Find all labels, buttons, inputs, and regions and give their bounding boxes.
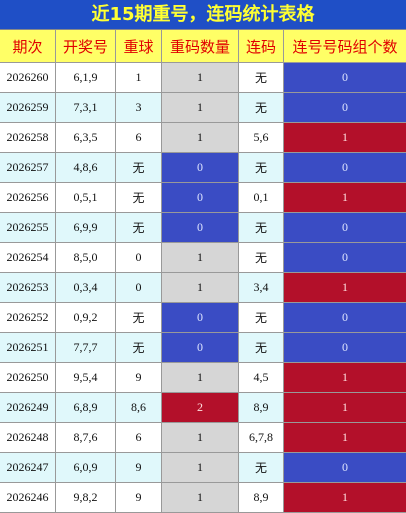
table-cell: 9,5,4: [56, 363, 116, 393]
table-cell: 1: [284, 393, 406, 423]
table-cell: 2026253: [0, 273, 56, 303]
table-cell: 2026256: [0, 183, 56, 213]
table-cell: 0: [116, 243, 162, 273]
table-cell: 开奖号: [56, 30, 116, 63]
table-cell: 6,0,9: [56, 453, 116, 483]
table-cell: 0: [284, 93, 406, 123]
table-cell: 1: [116, 63, 162, 93]
table-cell: 无: [239, 243, 284, 273]
table-cell: 4,8,6: [56, 153, 116, 183]
table-cell: 1: [284, 273, 406, 303]
table-cell: 0: [162, 303, 239, 333]
table-cell: 1: [284, 183, 406, 213]
table-cell: 1: [162, 423, 239, 453]
table-cell: 3,4: [239, 273, 284, 303]
table-cell: 2026250: [0, 363, 56, 393]
table-cell: 1: [162, 363, 239, 393]
table-cell: 1: [162, 453, 239, 483]
table-cell: 2026259: [0, 93, 56, 123]
table-cell: 2026257: [0, 153, 56, 183]
table-cell: 2: [162, 393, 239, 423]
table-cell: 6,1,9: [56, 63, 116, 93]
table-cell: 2026260: [0, 63, 56, 93]
table-cell: 0: [284, 333, 406, 363]
table-cell: 无: [116, 213, 162, 243]
table-cell: 无: [116, 333, 162, 363]
table-cell: 0: [162, 213, 239, 243]
table-cell: 0: [284, 153, 406, 183]
table-cell: 2026254: [0, 243, 56, 273]
table-cell: 1: [162, 123, 239, 153]
table-cell: 0: [162, 153, 239, 183]
table-cell: 1: [284, 363, 406, 393]
table-cell: 2026248: [0, 423, 56, 453]
table-cell: 1: [162, 93, 239, 123]
table-cell: 6,8,9: [56, 393, 116, 423]
table-cell: 2026246: [0, 483, 56, 513]
table-cell: 0: [284, 453, 406, 483]
table-cell: 无: [239, 303, 284, 333]
table-cell: 6,3,5: [56, 123, 116, 153]
table-cell: 0: [284, 63, 406, 93]
table-cell: 无: [116, 183, 162, 213]
table-cell: 无: [239, 333, 284, 363]
table-cell: 0,9,2: [56, 303, 116, 333]
table-cell: 连号号码组个数: [284, 30, 406, 63]
table-cell: 9: [116, 483, 162, 513]
table-cell: 重码数量: [162, 30, 239, 63]
table-cell: 4,5: [239, 363, 284, 393]
table-cell: 重球: [116, 30, 162, 63]
table-cell: 1: [162, 483, 239, 513]
table-cell: 0: [116, 273, 162, 303]
table-cell: 3: [116, 93, 162, 123]
table-cell: 无: [239, 63, 284, 93]
table-cell: 5,6: [239, 123, 284, 153]
table-cell: 6,7,8: [239, 423, 284, 453]
table-cell: 0,5,1: [56, 183, 116, 213]
table-cell: 7,3,1: [56, 93, 116, 123]
table-cell: 1: [162, 273, 239, 303]
table-cell: 8,7,6: [56, 423, 116, 453]
table-cell: 1: [284, 123, 406, 153]
table-cell: 无: [239, 153, 284, 183]
table-cell: 6: [116, 423, 162, 453]
table-cell: 0,3,4: [56, 273, 116, 303]
table-cell: 8,5,0: [56, 243, 116, 273]
table-cell: 无: [239, 213, 284, 243]
table-cell: 1: [162, 63, 239, 93]
table-cell: 连码: [239, 30, 284, 63]
table-cell: 无: [116, 153, 162, 183]
table-cell: 无: [239, 93, 284, 123]
table-cell: 2026258: [0, 123, 56, 153]
table-cell: 2026247: [0, 453, 56, 483]
table: 期次 开奖号 重球 重码数量 连码 连号号码组个数 2026260 6,1,9 1 1 无 0 2026…: [0, 30, 406, 513]
table-cell: 无: [239, 453, 284, 483]
table-cell: 8,9: [239, 393, 284, 423]
table-cell: 9,8,2: [56, 483, 116, 513]
table-cell: 0: [284, 303, 406, 333]
table-cell: 8,6: [116, 393, 162, 423]
table-cell: 无: [116, 303, 162, 333]
table-cell: 0: [284, 243, 406, 273]
table-cell: 1: [284, 423, 406, 453]
table-cell: 1: [284, 483, 406, 513]
table-cell: 2026255: [0, 213, 56, 243]
table-cell: 1: [162, 243, 239, 273]
table-cell: 0: [284, 213, 406, 243]
table-cell: 0,1: [239, 183, 284, 213]
table-cell: 7,7,7: [56, 333, 116, 363]
table-cell: 9: [116, 363, 162, 393]
title: 近15期重号，连码统计表格: [0, 0, 406, 30]
table-cell: 6,9,9: [56, 213, 116, 243]
table-cell: 0: [162, 333, 239, 363]
table-cell: 0: [162, 183, 239, 213]
table-cell: 2026251: [0, 333, 56, 363]
table-cell: 2026252: [0, 303, 56, 333]
table-cell: 2026249: [0, 393, 56, 423]
table-cell: 8,9: [239, 483, 284, 513]
table-cell: 9: [116, 453, 162, 483]
table-cell: 期次: [0, 30, 56, 63]
table-cell: 6: [116, 123, 162, 153]
